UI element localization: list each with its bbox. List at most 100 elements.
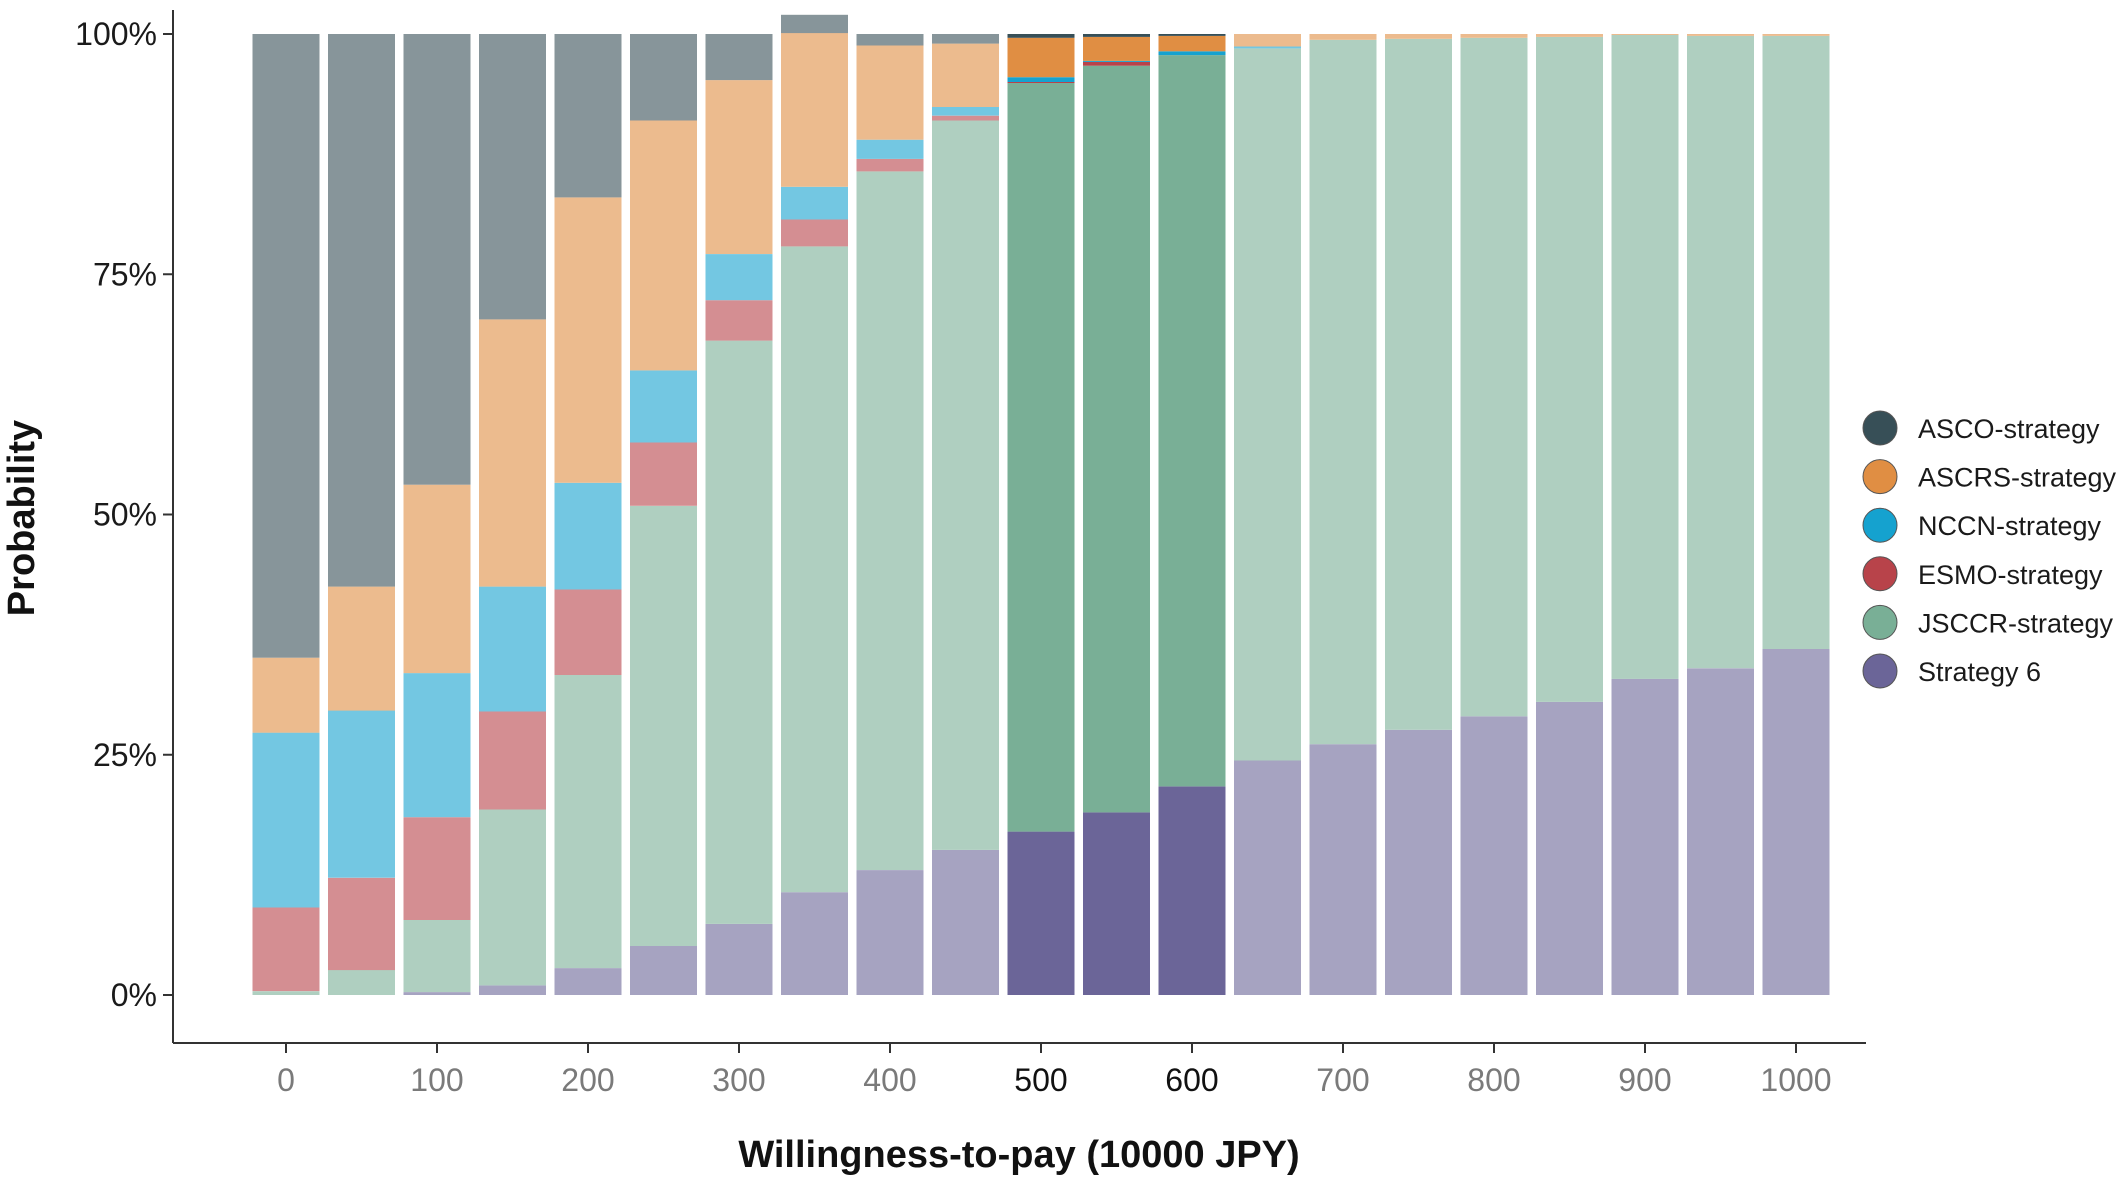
bar-segment xyxy=(781,186,848,220)
y-tick-label: 75% xyxy=(93,256,157,292)
legend-label: JSCCR-strategy xyxy=(1918,608,2114,638)
legend-label: ASCRS-strategy xyxy=(1918,463,2117,493)
x-tick-label: 300 xyxy=(712,1062,765,1098)
bar-segment xyxy=(630,442,697,506)
bar-segment xyxy=(479,711,546,810)
bar-segment xyxy=(479,586,546,712)
legend-label: ASCO-strategy xyxy=(1918,414,2100,444)
bar-segment xyxy=(554,968,622,995)
bar-segment xyxy=(1762,649,1830,995)
bar-segment xyxy=(252,657,320,733)
bar-segment xyxy=(1083,61,1150,66)
bar-segment xyxy=(403,992,471,995)
bar-segment xyxy=(554,675,622,969)
bar-segment xyxy=(1762,35,1830,649)
bar-segment xyxy=(554,589,622,675)
bar-segment xyxy=(1385,34,1452,39)
legend: ASCO-strategy ASCRS-strategy NCCN-strategy… xyxy=(1862,410,2117,689)
x-tick-label: 800 xyxy=(1467,1062,1520,1098)
y-axis-title: Probability xyxy=(1,420,43,616)
y-tick-label: 100% xyxy=(75,16,157,52)
y-tick-label: 50% xyxy=(93,497,157,533)
bar-segment xyxy=(1385,729,1452,995)
bars-layer xyxy=(252,14,1830,995)
bar-segment xyxy=(1460,34,1528,38)
x-ticks: 0 100 200 300 400 500 600 700 800 900 1000 xyxy=(277,1043,1832,1098)
legend-swatch-icon xyxy=(1862,604,1898,640)
bar-segment xyxy=(1007,37,1075,78)
bar-segment xyxy=(856,158,924,172)
bar-segment xyxy=(1083,60,1150,62)
bar-segment xyxy=(1687,34,1754,36)
bar-segment xyxy=(1083,65,1150,813)
bar-segment xyxy=(1611,34,1679,35)
axes-layer xyxy=(172,10,1866,1044)
bar-segment xyxy=(1460,37,1528,717)
bar-segment xyxy=(328,970,395,995)
bar-segment xyxy=(856,171,924,870)
bar-segment xyxy=(705,340,773,924)
bar-segment xyxy=(630,505,697,946)
bar-segment xyxy=(630,34,697,121)
bar-segment xyxy=(932,34,999,44)
bar-segment xyxy=(1687,35,1754,669)
bar-segment xyxy=(403,484,471,674)
bar-segment xyxy=(479,34,546,320)
bar-segment xyxy=(1007,83,1075,832)
bar-segment xyxy=(479,985,546,995)
bar-segment xyxy=(554,34,622,198)
bar-segment xyxy=(705,254,773,301)
legend-swatch-icon xyxy=(1862,410,1898,446)
bar-segment xyxy=(1460,716,1528,995)
bar-segment xyxy=(1234,48,1301,761)
bar-segment xyxy=(1158,35,1226,52)
bar-segment xyxy=(252,732,320,908)
legend-swatch-icon xyxy=(1862,459,1898,495)
bar-segment xyxy=(1762,34,1830,36)
x-tick-label: 700 xyxy=(1316,1062,1369,1098)
bar-segment xyxy=(705,80,773,254)
bar-segment xyxy=(1083,36,1150,61)
x-tick-label: 900 xyxy=(1618,1062,1671,1098)
bar-segment xyxy=(479,809,546,986)
bar-segment xyxy=(705,300,773,341)
bar-segment xyxy=(781,14,848,34)
x-axis-title: Willingness-to-pay (10000 JPY) xyxy=(738,1134,1299,1176)
bar-segment xyxy=(1158,55,1226,787)
bar-segment xyxy=(554,482,622,590)
bar-segment xyxy=(1158,786,1226,995)
bar-segment xyxy=(403,817,471,920)
x-tick-label: 1000 xyxy=(1760,1062,1831,1098)
x-tick-label: 500 xyxy=(1014,1062,1067,1098)
bar-segment xyxy=(630,946,697,995)
bar-segment xyxy=(1007,82,1075,83)
bar-segment xyxy=(932,43,999,107)
bar-segment xyxy=(1234,46,1301,49)
bar-segment xyxy=(932,115,999,121)
legend-label: NCCN-strategy xyxy=(1918,511,2102,541)
bar-segment xyxy=(1385,38,1452,730)
bar-segment xyxy=(1158,51,1226,56)
bar-segment xyxy=(705,34,773,81)
bar-segment xyxy=(1083,812,1150,995)
bar-segment xyxy=(1687,668,1754,995)
bar-segment xyxy=(403,920,471,993)
bar-segment xyxy=(630,120,697,371)
bar-segment xyxy=(328,710,395,878)
bar-segment xyxy=(932,120,999,850)
bar-segment xyxy=(252,991,320,995)
bar-segment xyxy=(1158,34,1226,36)
bar-segment xyxy=(1611,35,1679,679)
bar-segment xyxy=(630,370,697,443)
bar-segment xyxy=(781,892,848,995)
bar-segment xyxy=(1536,36,1603,702)
bar-segment xyxy=(1309,39,1377,745)
bar-segment xyxy=(1611,678,1679,995)
bar-segment xyxy=(856,34,924,46)
bar-segment xyxy=(403,673,471,818)
bar-segment xyxy=(252,34,320,658)
x-tick-label: 0 xyxy=(277,1062,295,1098)
bar-segment xyxy=(932,107,999,116)
